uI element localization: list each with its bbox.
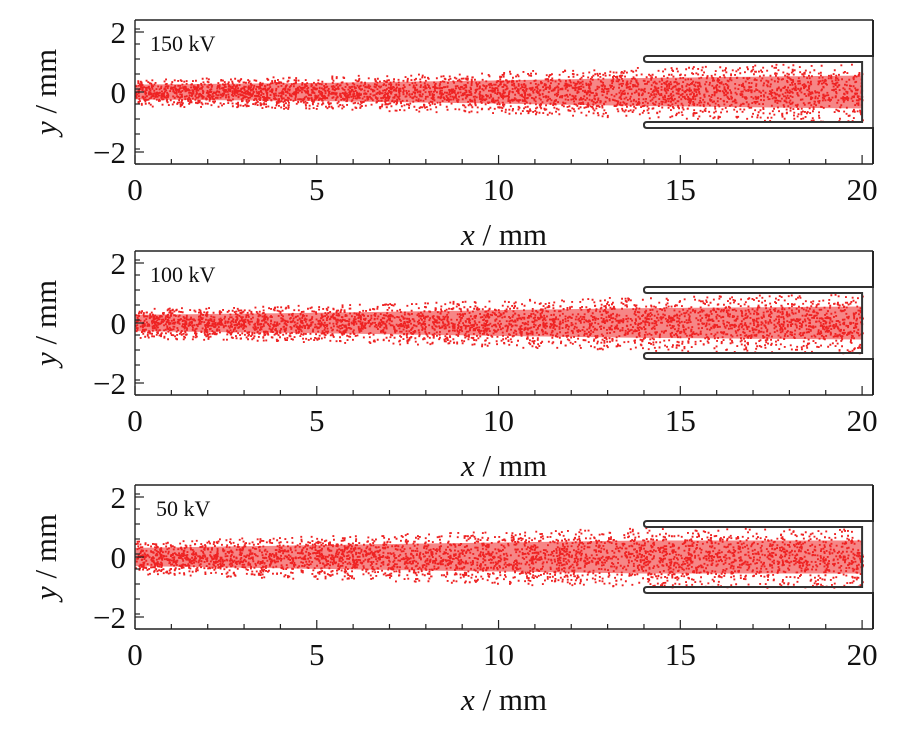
x-tick-label: 20 bbox=[847, 637, 878, 672]
x-tick-label: 20 bbox=[847, 172, 878, 207]
x-tick-label: 5 bbox=[309, 172, 325, 207]
x-tick-label: 10 bbox=[483, 172, 514, 207]
y-tick-label: 2 bbox=[111, 15, 127, 50]
y-axis-variable: y bbox=[28, 586, 63, 603]
beam-core bbox=[135, 306, 863, 340]
y-tick-labels: 2 0 −2 bbox=[93, 246, 126, 401]
y-tick-label: 0 bbox=[111, 75, 127, 110]
x-axis-label: x / mm bbox=[460, 217, 547, 252]
panel-voltage-label: 100 kV bbox=[150, 262, 216, 287]
panel-voltage-label: 50 kV bbox=[156, 496, 211, 521]
beam-scatter bbox=[135, 63, 864, 123]
y-tick-label: 2 bbox=[111, 480, 127, 515]
particle-points bbox=[135, 293, 864, 355]
x-tick-label: 10 bbox=[483, 637, 514, 672]
y-axis-unit: / mm bbox=[28, 49, 63, 121]
x-tick-labels: 0 5 10 15 20 bbox=[127, 637, 877, 672]
x-axis-unit: / mm bbox=[475, 217, 547, 252]
y-tick-label: −2 bbox=[93, 135, 126, 170]
y-axis-variable: y bbox=[28, 121, 63, 138]
y-tick-label: −2 bbox=[93, 600, 126, 635]
y-tick-label: 0 bbox=[111, 540, 127, 575]
x-tick-labels: 0 5 10 15 20 bbox=[127, 403, 877, 438]
axes-frame bbox=[134, 19, 874, 165]
x-tick-label: 0 bbox=[127, 403, 143, 438]
y-axis-variable: y bbox=[28, 352, 63, 369]
y-tick-labels: 2 0 −2 bbox=[93, 480, 126, 635]
y-axis-label: y / mm bbox=[28, 280, 63, 369]
panel-voltage-label: 150 kV bbox=[150, 31, 216, 56]
panel-100kv: 100 kV 0 5 10 15 20 20−2 x / mm y / mm bbox=[28, 246, 878, 483]
y-axis-unit: / mm bbox=[28, 514, 63, 586]
x-axis-label: x / mm bbox=[460, 682, 547, 717]
x-tick-label: 15 bbox=[665, 172, 696, 207]
x-tick-label: 15 bbox=[665, 403, 696, 438]
y-tick-labels: 2 0 −2 bbox=[93, 15, 126, 170]
x-axis-variable: x bbox=[460, 682, 475, 717]
electrode-outline bbox=[642, 20, 874, 164]
y-axis-label: y / mm bbox=[28, 49, 63, 138]
x-axis-variable: x bbox=[460, 217, 475, 252]
x-axis-unit: / mm bbox=[475, 682, 547, 717]
beam-scatter bbox=[135, 293, 864, 355]
x-tick-label: 0 bbox=[127, 172, 143, 207]
x-tick-label: 10 bbox=[483, 403, 514, 438]
y-axis-label: y / mm bbox=[28, 514, 63, 603]
electrode-outline bbox=[642, 251, 874, 395]
x-tick-label: 0 bbox=[127, 637, 143, 672]
x-axis-unit: / mm bbox=[475, 448, 547, 483]
panel-50kv: 50 kV 0 5 10 15 20 20−2 x / mm y / mm bbox=[28, 480, 878, 717]
electrode-shape bbox=[642, 251, 874, 395]
panel-150kv: 150 kV 0 5 10 15 20 20−2 x / mm y / mm bbox=[28, 15, 878, 252]
x-axis-variable: x bbox=[460, 448, 475, 483]
beam-scatter bbox=[135, 527, 864, 589]
y-tick-label: −2 bbox=[93, 366, 126, 401]
beam-core bbox=[135, 540, 863, 574]
y-tick-label: 2 bbox=[111, 246, 127, 281]
axes-frame bbox=[134, 484, 874, 630]
electrode-shape bbox=[642, 20, 874, 164]
x-tick-labels: 0 5 10 15 20 bbox=[127, 172, 877, 207]
x-tick-label: 20 bbox=[847, 403, 878, 438]
x-tick-label: 5 bbox=[309, 637, 325, 672]
y-axis-unit: / mm bbox=[28, 280, 63, 352]
x-tick-label: 5 bbox=[309, 403, 325, 438]
electrode-shape bbox=[642, 485, 874, 629]
x-axis-label: x / mm bbox=[460, 448, 547, 483]
x-tick-label: 15 bbox=[665, 637, 696, 672]
beam-core bbox=[135, 75, 863, 109]
y-tick-label: 0 bbox=[111, 306, 127, 341]
axes-frame bbox=[134, 250, 874, 396]
electrode-outline bbox=[642, 485, 874, 629]
